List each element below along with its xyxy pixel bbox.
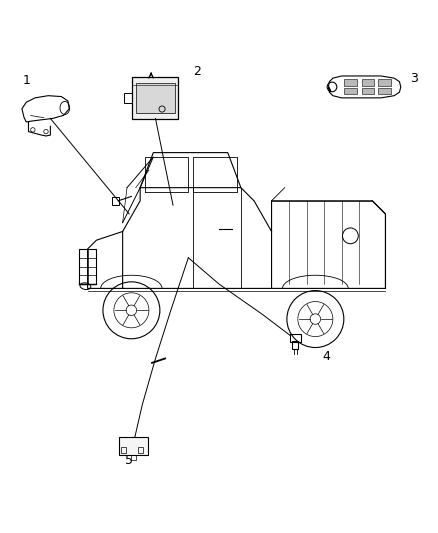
Text: 3: 3 bbox=[410, 71, 418, 85]
Bar bbox=[131, 455, 136, 459]
Text: 2: 2 bbox=[193, 65, 201, 78]
Bar bbox=[362, 88, 374, 94]
Bar bbox=[132, 77, 179, 119]
Bar bbox=[344, 79, 357, 86]
Bar bbox=[290, 334, 301, 342]
Bar bbox=[112, 197, 119, 205]
Bar bbox=[292, 342, 298, 349]
Bar bbox=[119, 437, 148, 455]
Text: 4: 4 bbox=[322, 350, 330, 363]
Bar bbox=[378, 88, 391, 94]
Bar bbox=[121, 447, 126, 453]
Text: 5: 5 bbox=[125, 454, 133, 466]
Bar bbox=[138, 447, 143, 453]
Bar bbox=[378, 79, 391, 86]
Bar bbox=[362, 79, 374, 86]
Bar bbox=[136, 83, 175, 114]
Bar bbox=[344, 88, 357, 94]
Bar bbox=[124, 93, 132, 103]
Text: 1: 1 bbox=[22, 74, 30, 87]
